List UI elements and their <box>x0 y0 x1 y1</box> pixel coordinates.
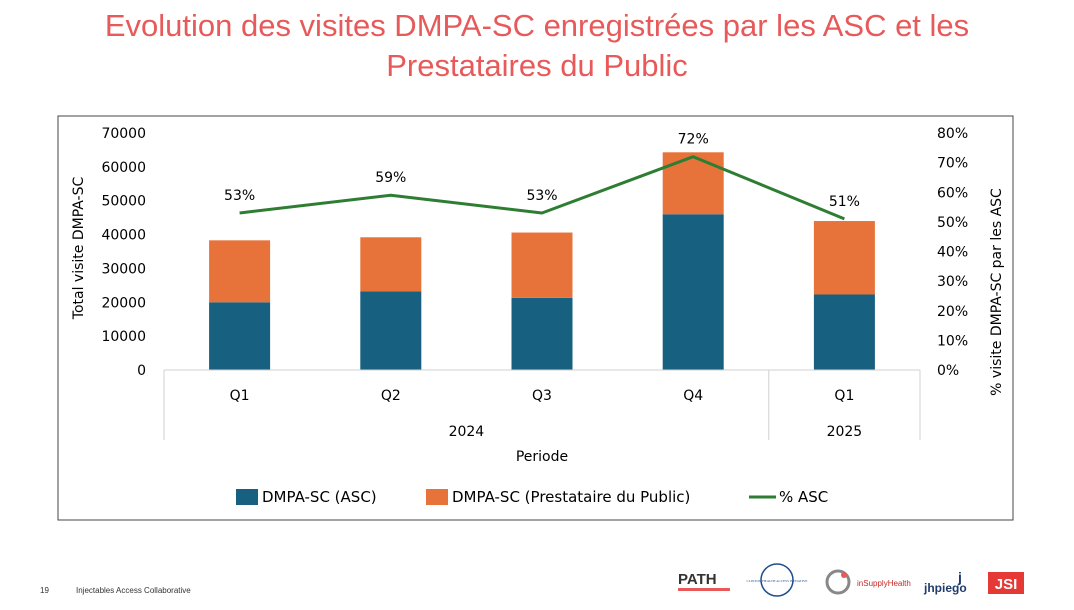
line-data-label: 72% <box>678 132 709 148</box>
bar-prestataire <box>511 232 573 298</box>
logo-jhpiego-text: jhpiego <box>923 581 967 595</box>
y2-axis-label: % visite DMPA-SC par les ASC <box>989 188 1005 396</box>
y-tick-label: 40000 <box>101 228 146 244</box>
bar-asc <box>209 302 271 370</box>
slide-title: Evolution des visites DMPA-SC enregistré… <box>0 6 1074 86</box>
y-tick-label: 60000 <box>101 160 146 176</box>
y-tick-label: 0 <box>137 363 146 379</box>
logo-clinton-text: CLINTON HEALTH ACCESS INITIATIVE <box>747 579 808 583</box>
line-data-label: 53% <box>526 188 557 204</box>
group-label: 2024 <box>449 424 485 440</box>
chart-legend: DMPA-SC (ASC) DMPA-SC (Prestataire du Pub… <box>236 488 828 506</box>
chart-frame <box>57 115 1014 521</box>
y2-tick-label: 30% <box>937 274 968 290</box>
bar-asc <box>360 291 422 370</box>
category-label: Q4 <box>683 388 703 404</box>
category-label: Q3 <box>532 388 552 404</box>
group-label: 2025 <box>827 424 863 440</box>
legend-label-prestataire: DMPA-SC (Prestataire du Public) <box>452 488 690 506</box>
bar-asc <box>813 294 875 370</box>
logo-insupply-text: inSupplyHealth <box>857 579 911 588</box>
y2-tick-label: 10% <box>937 333 968 349</box>
y-tick-label: 20000 <box>101 295 146 311</box>
page-number: 19 <box>40 586 49 595</box>
bar-prestataire <box>360 237 422 292</box>
line-data-label: 53% <box>224 188 255 204</box>
y-tick-label: 50000 <box>101 194 146 210</box>
y2-tick-label: 40% <box>937 245 968 261</box>
y2-tick-label: 80% <box>937 126 968 142</box>
logo-path-text: PATH <box>678 571 717 588</box>
logo-jsi: JSI <box>988 572 1024 594</box>
line-data-label: 59% <box>375 170 406 186</box>
bar-prestataire <box>662 152 724 215</box>
y-tick-label: 10000 <box>101 329 146 345</box>
logo-path: PATH <box>678 571 730 591</box>
category-label: Q1 <box>230 388 250 404</box>
category-label: Q2 <box>381 388 401 404</box>
slide-title-line-1: Evolution des visites DMPA-SC enregistré… <box>104 8 970 43</box>
footer-text: Injectables Access Collaborative <box>76 586 191 595</box>
logo-jsi-text: JSI <box>995 576 1018 593</box>
y2-tick-label: 0% <box>937 363 959 379</box>
y-tick-label: 30000 <box>101 261 146 277</box>
legend-label-asc: DMPA-SC (ASC) <box>262 488 377 506</box>
line-data-label: 51% <box>829 194 860 210</box>
line-asc-percent <box>239 155 845 221</box>
logo-insupply: inSupplyHealth <box>825 569 911 595</box>
legend-swatch-prestataire <box>426 489 448 505</box>
slide-title-line-2: Prestataires du Public <box>386 48 688 83</box>
bar-prestataire <box>209 240 271 303</box>
logo-jhpiego: jhpiego j <box>923 569 967 595</box>
logo-clinton: CLINTON HEALTH ACCESS INITIATIVE <box>747 563 808 597</box>
category-label: Q1 <box>834 388 854 404</box>
y2-tick-label: 50% <box>937 215 968 231</box>
legend-swatch-asc <box>236 489 258 505</box>
y-tick-label: 70000 <box>101 126 146 142</box>
bar-asc <box>511 297 573 370</box>
bar-prestataire <box>813 221 875 295</box>
y-axis-label: Total visite DMPA-SC <box>71 177 87 321</box>
legend-label-percent: % ASC <box>779 488 828 506</box>
svg-text:j: j <box>957 569 962 585</box>
bar-asc <box>662 214 724 370</box>
y2-tick-label: 20% <box>937 304 968 320</box>
y2-tick-label: 60% <box>937 185 968 201</box>
y2-tick-label: 70% <box>937 156 968 172</box>
x-axis-label: Periode <box>516 449 568 465</box>
